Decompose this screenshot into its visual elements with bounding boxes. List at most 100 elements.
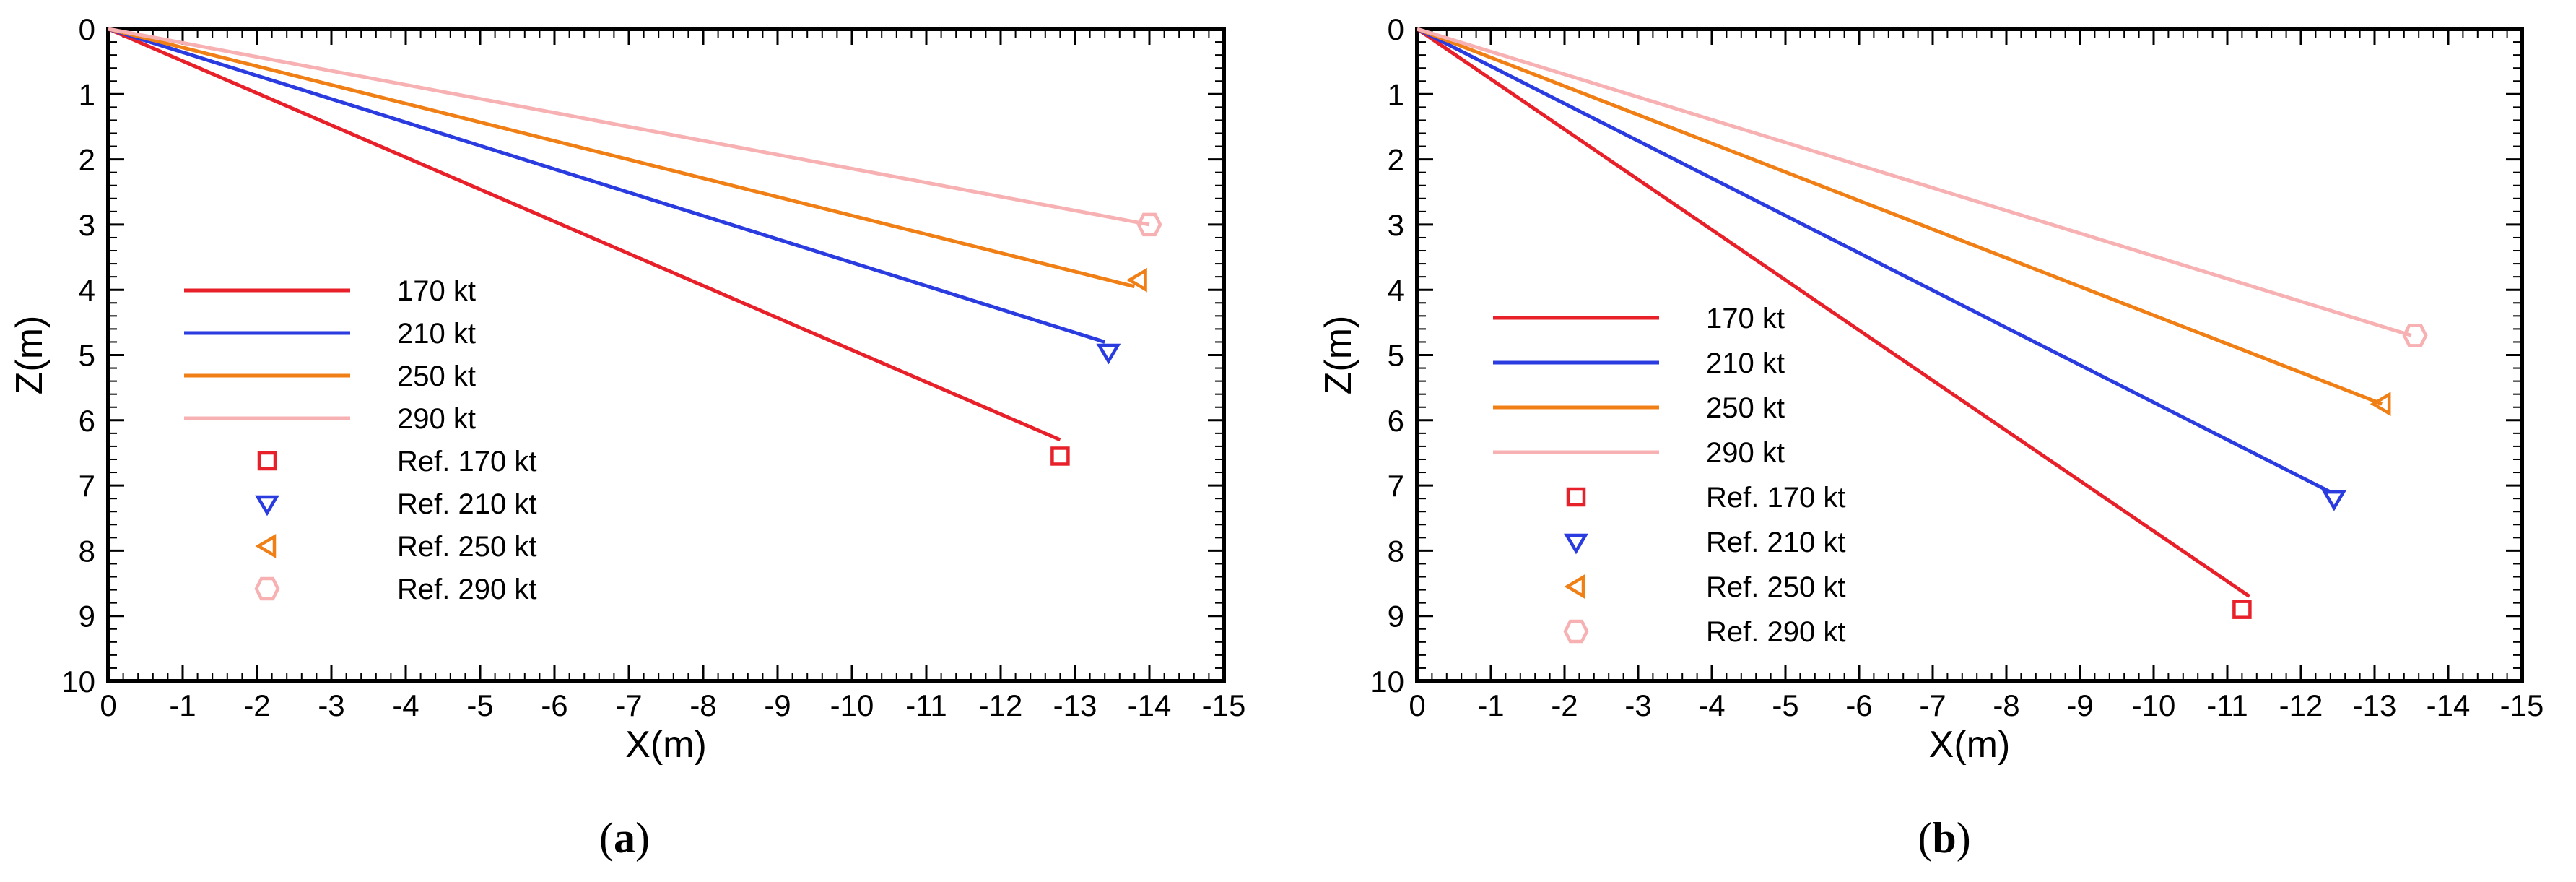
- x-tick-label: -12: [2279, 688, 2323, 722]
- legend-entry-label: 210 kt: [397, 318, 476, 350]
- x-tick-label: -14: [1128, 688, 1172, 722]
- legend-entry-label: Ref. 290 kt: [1706, 616, 1845, 648]
- y-tick-label: 0: [1388, 12, 1404, 46]
- legend-entry-label: Ref. 170 kt: [397, 446, 536, 477]
- y-tick-label: 1: [79, 77, 95, 111]
- chart-panel-a: 0 -1 -2 -3 -4 -5 -6 -7 -8 -9 -10 -11 -12 -13 -14 -15 0 1 2…: [9, 12, 1245, 862]
- x-tick-label: -2: [1551, 688, 1578, 722]
- x-tick-label: -1: [169, 688, 196, 722]
- x-tick-label: -15: [2500, 688, 2544, 722]
- legend-entry-label: 250 kt: [1706, 392, 1785, 424]
- legend-entry-label: Ref. 250 kt: [397, 531, 536, 563]
- y-axis-title: Z(m): [1318, 316, 1359, 395]
- legend-entry-label: Ref. 290 kt: [397, 574, 536, 605]
- y-tick-label: 5: [1388, 339, 1404, 373]
- legend-marker-swatch: [254, 576, 280, 601]
- panel-letter: a: [614, 814, 635, 862]
- y-tick-label: 2: [1388, 143, 1404, 177]
- y-tick-label: 5: [79, 339, 95, 373]
- x-tick-label: -11: [2206, 688, 2248, 722]
- legend-marker-swatch: [255, 534, 277, 558]
- reference-point-ref-170-kt: [1050, 446, 1070, 466]
- legend-entry-label: Ref. 210 kt: [1706, 527, 1845, 558]
- x-tick-label: -7: [615, 688, 642, 722]
- series-line-170-kt: [1416, 27, 2251, 598]
- series-line-170-kt: [108, 27, 1061, 442]
- x-tick-label: 0: [100, 688, 116, 722]
- legend-entry-label: Ref. 250 kt: [1706, 571, 1845, 603]
- y-tick-label: 10: [1370, 665, 1404, 699]
- reference-point-ref-290-kt: [1136, 212, 1162, 237]
- y-tick-label: 6: [79, 404, 95, 438]
- reference-point-ref-250-kt: [2370, 392, 2391, 417]
- x-tick-label: -3: [1624, 688, 1651, 722]
- legend-marker-swatch: [1564, 533, 1588, 555]
- reference-point-ref-290-kt: [2402, 324, 2428, 347]
- panel-label: (a): [599, 814, 650, 862]
- y-axis-title: Z(m): [9, 316, 51, 395]
- x-tick-label: -1: [1477, 688, 1504, 722]
- reference-point-ref-170-kt: [2232, 600, 2252, 619]
- reference-point-ref-250-kt: [1126, 267, 1147, 293]
- legend-marker-swatch: [1563, 619, 1589, 644]
- series-line-250-kt: [108, 27, 1136, 289]
- y-tick-label: 0: [79, 12, 95, 46]
- x-tick-label: -12: [979, 688, 1023, 722]
- series-line-210-kt: [1416, 27, 2331, 494]
- series-line-210-kt: [108, 27, 1105, 344]
- panel-label: (b): [1918, 814, 1970, 862]
- x-tick-label: -5: [1772, 688, 1798, 722]
- y-tick-label: 7: [1388, 469, 1404, 503]
- legend-entry-label: Ref. 170 kt: [1706, 482, 1845, 514]
- legend-marker-swatch: [257, 451, 277, 471]
- y-tick-label: 3: [1388, 208, 1404, 242]
- y-tick-label: 7: [79, 469, 95, 503]
- legend-entry-label: 250 kt: [397, 360, 476, 392]
- legend-entry-label: Ref. 210 kt: [397, 488, 536, 520]
- x-tick-label: -4: [1698, 688, 1725, 722]
- y-tick-label: 4: [1388, 273, 1404, 307]
- y-tick-label: 4: [79, 273, 95, 307]
- y-tick-label: 1: [1388, 77, 1404, 111]
- legend-entry-label: 210 kt: [1706, 347, 1785, 379]
- chart-panel-b: 0 -1 -2 -3 -4 -5 -6 -7 -8 -9 -10 -11 -12 -13 -14 -15 0 1 2…: [1318, 12, 2544, 862]
- legend-entry-label: 170 kt: [1706, 303, 1785, 334]
- panel-letter: b: [1932, 814, 1956, 862]
- x-tick-label: -9: [764, 688, 791, 722]
- series-line-290-kt: [108, 27, 1150, 227]
- x-tick-label: -8: [1993, 688, 2019, 722]
- legend-marker-swatch: [1566, 487, 1586, 507]
- legend-marker-swatch: [1564, 574, 1585, 599]
- x-tick-label: -9: [2066, 688, 2093, 722]
- y-tick-label: 9: [79, 600, 95, 634]
- x-tick-label: -14: [2427, 688, 2471, 722]
- x-tick-label: -6: [1845, 688, 1872, 722]
- reference-point-ref-210-kt: [2321, 490, 2346, 511]
- y-tick-label: 10: [61, 665, 95, 699]
- x-tick-label: -2: [243, 688, 270, 722]
- y-tick-label: 6: [1388, 404, 1404, 438]
- y-tick-label: 8: [1388, 534, 1404, 568]
- series-line-250-kt: [1417, 27, 2383, 406]
- legend-marker-swatch: [255, 495, 279, 516]
- x-tick-label: -10: [2132, 688, 2176, 722]
- series-line-290-kt: [1417, 27, 2412, 337]
- x-tick-label: -5: [466, 688, 493, 722]
- y-tick-label: 9: [1388, 600, 1404, 634]
- y-tick-label: 2: [79, 143, 95, 177]
- y-tick-label: 8: [79, 534, 95, 568]
- x-tick-label: -10: [830, 688, 874, 722]
- x-tick-label: -13: [2353, 688, 2397, 722]
- reference-point-ref-210-kt: [1096, 343, 1121, 365]
- legend-entry-label: 290 kt: [1706, 437, 1785, 469]
- x-tick-label: -7: [1919, 688, 1946, 722]
- x-tick-label: -15: [1202, 688, 1246, 722]
- x-tick-label: -11: [905, 688, 947, 722]
- x-tick-label: -3: [318, 688, 344, 722]
- x-tick-label: -13: [1053, 688, 1097, 722]
- y-tick-label: 3: [79, 208, 95, 242]
- x-tick-label: -8: [689, 688, 716, 722]
- legend-entry-label: 290 kt: [397, 403, 476, 435]
- x-axis-title: X(m): [625, 724, 707, 766]
